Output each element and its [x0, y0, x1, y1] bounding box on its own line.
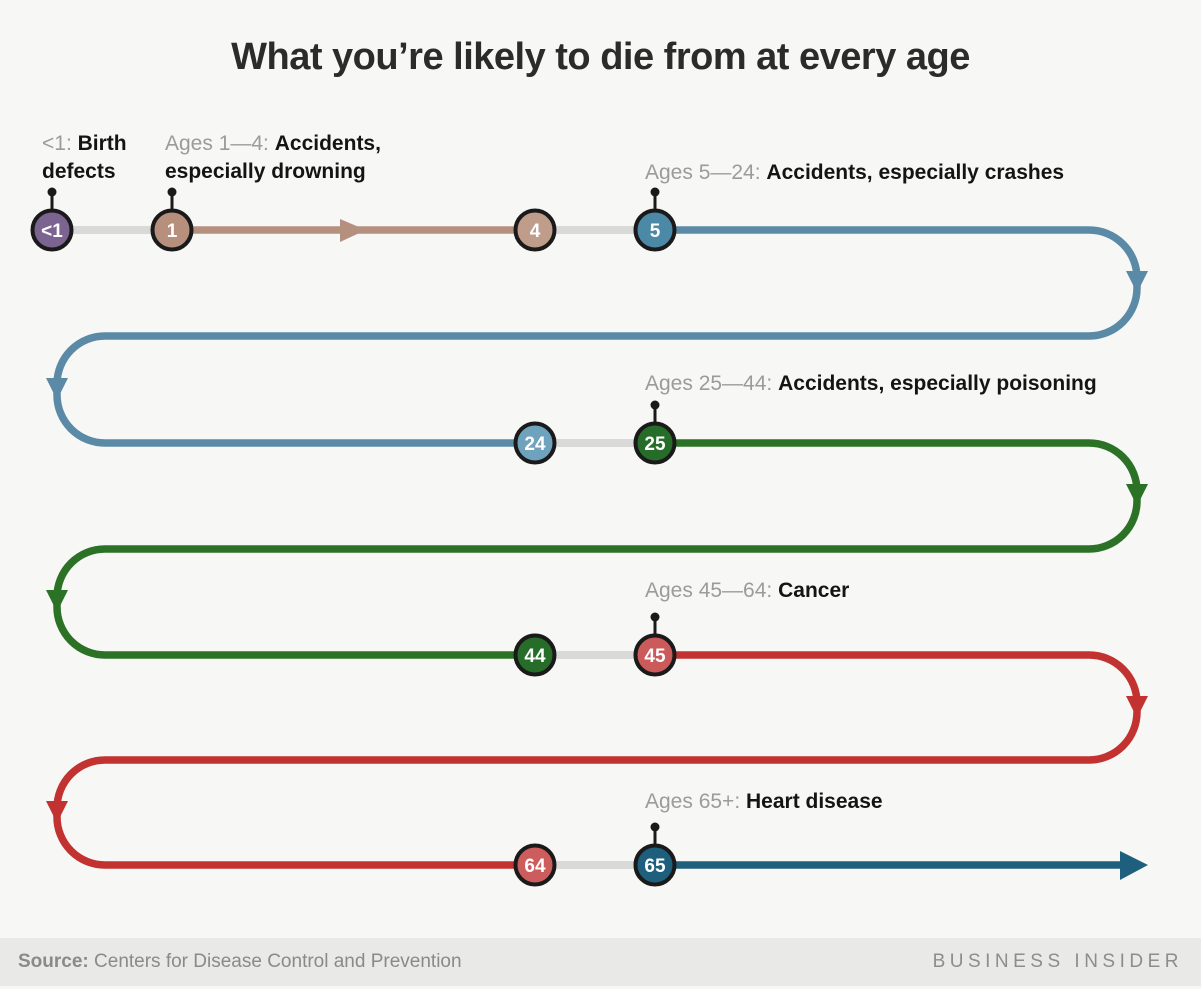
label-pointer: [47, 187, 660, 845]
node-label: 5: [650, 221, 661, 242]
age-range: Ages 5—24:: [645, 161, 761, 184]
age-cause: Accidents, especially crashes: [766, 161, 1065, 184]
node-label: 25: [644, 434, 666, 455]
source-text: Centers for Disease Control and Preventi…: [94, 951, 462, 972]
age-label-65plus: Ages 65+: Heart disease: [645, 788, 883, 816]
business-insider-logo: BUSINESS INSIDER: [932, 951, 1183, 972]
arrow-down-green-right: [1126, 484, 1148, 506]
age-label-45-64: Ages 45—64: Cancer: [645, 577, 849, 605]
node-65: [633, 843, 677, 887]
age-cause: Accidents, especially poisoning: [778, 372, 1097, 395]
arrow-right-ages-1-4: [340, 219, 366, 242]
age-cause: Heart disease: [746, 790, 883, 813]
arrow-down-red-right: [1126, 696, 1148, 718]
age-range: Ages 45—64:: [645, 579, 773, 602]
node-label: 65: [644, 856, 666, 877]
arrow-right-teal-end: [1120, 851, 1148, 880]
node-label: 44: [524, 646, 546, 667]
age-node-labels: <1 1 4 5 24 25 44 45 64 65: [41, 221, 666, 877]
age-range: <1:: [42, 132, 72, 155]
age-range: Ages 1—4:: [165, 132, 269, 155]
source-line: Source: Centers for Disease Control and …: [18, 951, 462, 973]
age-label-under1: <1: Birth defects: [42, 130, 160, 186]
age-cause: Accidents, especially drowning: [165, 132, 381, 183]
segment-line-ages-5-24: [53, 226, 1141, 447]
arrow-down-green-left: [46, 590, 68, 612]
arrow-down-blue-right: [1126, 271, 1148, 293]
node-label: 24: [524, 434, 546, 455]
footer-bar: Source: Centers for Disease Control and …: [0, 938, 1201, 986]
node-label: 4: [530, 221, 541, 242]
timeline-diagram: <1 1 4 5 24 25 44 45 64 65: [30, 187, 1148, 887]
node-64: [513, 843, 557, 887]
node-label: 45: [644, 646, 666, 667]
segment-line-ages-45-64: [53, 651, 1141, 869]
age-label-25-44: Ages 25—44: Accidents, especially poison…: [645, 370, 1097, 398]
segment-line-ages-25-44: [53, 439, 1141, 659]
node-1: [150, 208, 194, 252]
node-under1: [30, 208, 74, 252]
age-label-5-24: Ages 5—24: Accidents, especially crashes: [645, 159, 1064, 187]
node-label: 1: [167, 221, 178, 242]
node-44: [513, 633, 557, 677]
age-range: Ages 25—44:: [645, 372, 773, 395]
page-title: What you’re likely to die from at every …: [231, 36, 970, 78]
age-nodes: [30, 208, 677, 887]
node-45: [633, 633, 677, 677]
node-label: 64: [524, 856, 546, 877]
node-4: [513, 208, 557, 252]
node-5: [633, 208, 677, 252]
age-cause: Cancer: [778, 579, 850, 602]
node-25: [633, 421, 677, 465]
arrow-down-red-left: [46, 801, 68, 823]
age-label-1-4: Ages 1—4: Accidents, especially drowning: [165, 130, 439, 186]
node-label: <1: [41, 221, 63, 242]
source-label: Source:: [18, 951, 89, 972]
age-cause: Birth defects: [42, 132, 127, 183]
node-24: [513, 421, 557, 465]
arrow-down-blue-left: [46, 378, 68, 400]
age-range: Ages 65+:: [645, 790, 741, 813]
